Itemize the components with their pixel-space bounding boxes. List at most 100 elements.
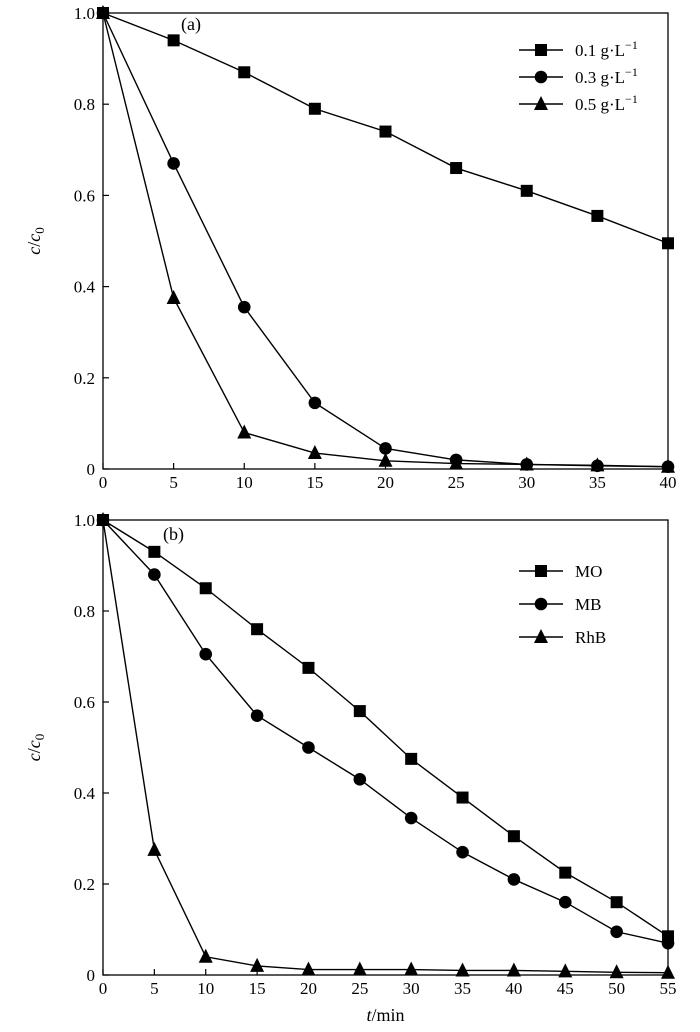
x-tick-label: 20 [300,979,317,998]
data-point [250,957,265,972]
legend-label: 0.5 g·L−1 [575,92,638,114]
y-tick-label: 0.4 [74,784,96,803]
data-point [449,455,464,470]
data-point [456,791,469,804]
data-point [558,895,572,909]
x-tick-label: 0 [99,979,108,998]
data-point [308,102,321,115]
series-triangle [96,512,675,979]
x-tick-label: 30 [518,473,535,492]
data-point [148,568,161,581]
x-tick-label: 45 [557,979,574,998]
series-line [102,519,669,974]
data-point [308,396,322,410]
series-line [102,519,669,944]
x-tick-label: 25 [448,473,465,492]
data-point [405,752,418,765]
data-point [506,962,521,977]
legend-marker [534,70,548,84]
x-tick-label: 35 [589,473,606,492]
data-point [610,925,623,939]
data-point [404,961,419,976]
data-point [238,66,251,79]
x-tick-label: 40 [660,473,677,492]
data-point [558,963,573,978]
legend-label: MO [575,562,602,581]
data-point [353,705,366,718]
data-point [301,961,316,976]
data-point [404,811,418,825]
data-point [379,442,392,455]
y-tick-label: 1.0 [74,511,95,530]
data-point [307,445,322,460]
y-tick-label: 0 [87,460,96,479]
x-tick-label: 25 [351,979,368,998]
data-point [590,457,605,472]
series-square [97,514,674,943]
legend-label: MB [575,595,601,614]
data-point [519,456,534,471]
data-point [520,184,533,197]
data-point [148,545,161,558]
x-tick-label: 50 [608,979,625,998]
y-tick-label: 0.8 [74,602,95,621]
data-point [237,424,252,439]
x-tick-label: 0 [99,473,108,492]
data-point [456,845,469,859]
data-point [199,647,213,661]
data-point [237,300,251,314]
legend-entry: 0.1 g·L−1 [519,38,638,60]
data-point [251,623,264,636]
x-axis-title: t/min [366,1005,404,1025]
legend-marker [534,629,548,643]
panel-b: 0 5 10 15 20 25 30 35 40 45 50 55 0 0.2 0.4 0.6 0.8 1.0 c/… [24,511,677,1025]
data-point [250,709,264,722]
legend-label: RhB [575,628,606,647]
data-point [302,741,315,754]
x-tick-label: 5 [150,979,159,998]
data-point [662,237,674,250]
data-point [167,34,180,47]
x-tick-label: 35 [454,979,471,998]
y-tick-label: 0.2 [74,875,95,894]
series-circle [96,513,675,950]
x-tick-label: 5 [169,473,178,492]
series-line [102,519,669,937]
data-point [661,458,675,473]
data-point [455,962,470,977]
legend-entry: 0.5 g·L−1 [519,92,638,114]
data-point [96,512,110,526]
panel-label: (b) [163,524,184,545]
x-tick-label: 15 [249,979,266,998]
data-point [609,964,624,979]
x-tick-label: 15 [306,473,323,492]
y-axis-title: c/c0 [24,734,47,762]
data-point [352,961,367,976]
legend-entry: MB [519,595,601,614]
legend-marker [534,96,548,110]
y-tick-label: 0.4 [74,278,96,297]
data-point [450,162,463,175]
x-tick-label: 10 [197,979,214,998]
x-tick-label: 30 [403,979,420,998]
y-tick-label: 0 [87,966,96,985]
data-point [507,830,520,843]
y-tick-label: 0.8 [74,95,95,114]
y-tick-label: 0.6 [74,693,95,712]
data-point [378,452,393,467]
data-point [166,290,181,304]
data-point [96,5,110,19]
legend-marker [535,565,547,577]
legend-entry: RhB [519,628,606,647]
data-point [591,209,604,222]
plot-frame [102,519,669,976]
legend-entry: 0.3 g·L−1 [519,65,638,87]
y-axis-title: c/c0 [24,227,47,255]
data-point [610,896,623,909]
legend-entry: MO [519,562,602,581]
data-point [198,948,213,963]
x-tick-label: 40 [505,979,522,998]
x-tick-label: 20 [377,473,394,492]
data-point [661,964,675,979]
